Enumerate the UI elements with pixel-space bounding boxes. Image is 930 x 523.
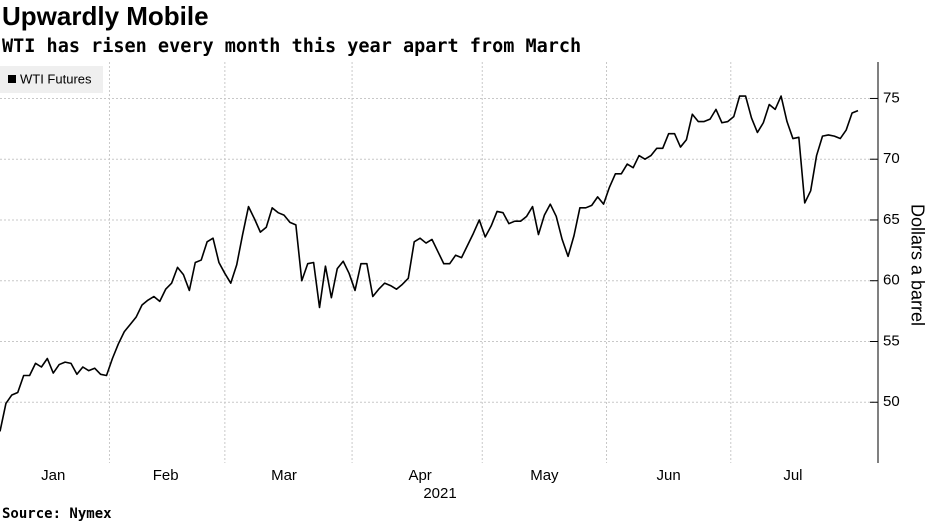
y-tick-label: 65: [883, 211, 900, 228]
y-tick-label: 60: [883, 272, 900, 289]
x-tick-label: Jun: [657, 467, 681, 484]
x-tick-label: Jan: [41, 467, 65, 484]
chart-subtitle: WTI has risen every month this year apar…: [2, 36, 581, 57]
y-tick-label: 75: [883, 89, 900, 106]
x-tick-label: Mar: [271, 467, 297, 484]
y-tick-label: 50: [883, 393, 900, 410]
chart-title: Upwardly Mobile: [2, 1, 209, 31]
x-tick-label: Jul: [783, 467, 802, 484]
y-tick-label: 70: [883, 150, 900, 167]
x-axis-label: 2021: [423, 485, 456, 502]
y-axis-label: Dollars a barrel: [907, 204, 927, 326]
x-tick-label: Feb: [153, 467, 179, 484]
legend-label: WTI Futures: [20, 71, 92, 86]
series-line: [0, 95, 859, 432]
y-tick-label: 55: [883, 332, 900, 349]
legend-swatch: [8, 75, 16, 83]
x-tick-label: Apr: [408, 467, 431, 484]
x-tick-label: May: [530, 467, 559, 484]
source: Source: Nymex: [2, 506, 112, 522]
legend-box: [0, 66, 103, 93]
